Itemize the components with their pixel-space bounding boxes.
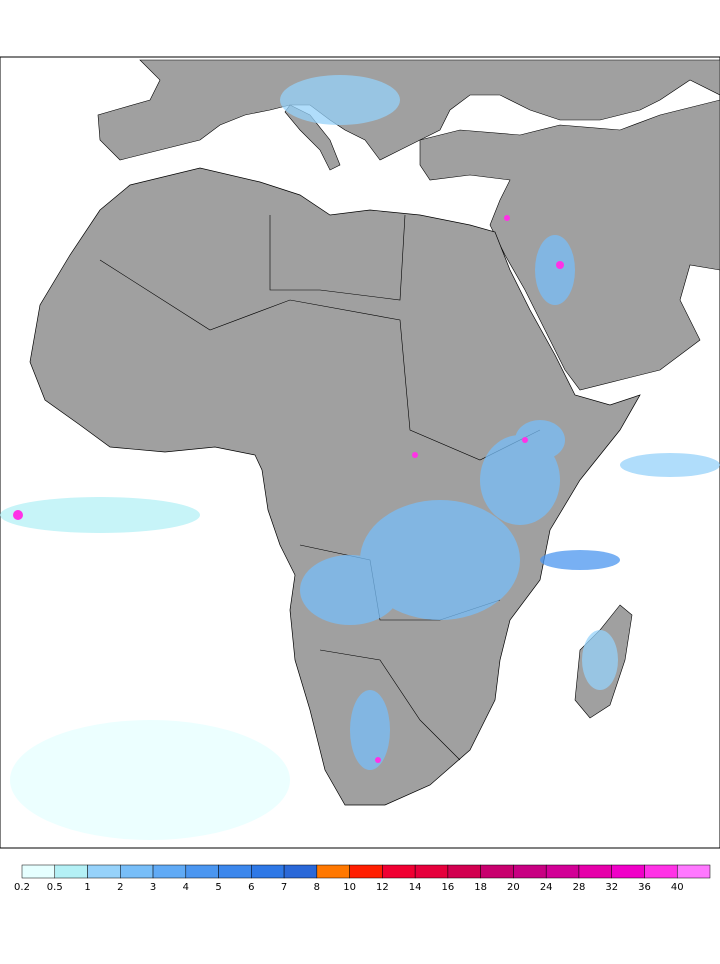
colorbar-swatch: [251, 864, 285, 879]
precipitation: [0, 75, 720, 840]
borders: [99, 214, 541, 761]
colorbar-label: 2: [117, 882, 123, 893]
colorbar-label: 14: [409, 882, 422, 893]
colorbar-label: 36: [638, 882, 651, 893]
land-asia: [419, 99, 720, 391]
colorbar-label: 12: [376, 882, 389, 893]
colorbar-label: 16: [442, 882, 455, 893]
colorbar-swatch: [611, 864, 645, 879]
precip-peaks: [13, 215, 564, 763]
colorbar-label: 40: [671, 882, 684, 893]
land-africa: [29, 167, 641, 806]
colorbar-swatch: [644, 864, 678, 879]
colorbar-swatch: [545, 864, 580, 879]
colorbar-label: 7: [281, 882, 287, 893]
colorbar-swatch: [480, 864, 514, 879]
colorbar-swatch: [382, 864, 416, 879]
colorbar-swatch: [676, 864, 711, 879]
colorbar-label: 8: [314, 882, 320, 893]
colorbar-swatch: [513, 864, 547, 879]
colorbar-swatch: [54, 864, 88, 879]
colorbar-swatch: [316, 864, 350, 879]
land-europe: [97, 59, 720, 161]
colorbar-swatch: [21, 864, 56, 879]
colorbar-swatch: [578, 864, 612, 879]
colorbar-swatch: [447, 864, 481, 879]
colorbar-swatch: [349, 864, 383, 879]
colorbar-swatch: [185, 864, 219, 879]
map: [0, 56, 720, 849]
colorbar-label: 0.2: [14, 882, 30, 893]
colorbar-label: 5: [215, 882, 221, 893]
colorbar-label: 28: [573, 882, 586, 893]
colorbar-swatch: [283, 864, 318, 879]
colorbar-swatch: [152, 864, 187, 879]
colorbar-label: 1: [84, 882, 90, 893]
colorbar-swatch: [120, 864, 154, 879]
colorbar-label: 20: [507, 882, 520, 893]
colorbar-swatch: [218, 864, 252, 879]
colorbar-label: 4: [183, 882, 189, 893]
colorbar-label: 3: [150, 882, 156, 893]
colorbar-label: 6: [248, 882, 254, 893]
colorbar-swatch: [87, 864, 121, 879]
colorbar: 0.2 0.5 1 2 3 4 5 6 7 8 10 12 14 16 18 20 24 28 32 36 40: [14, 864, 711, 893]
land-italy: [284, 104, 341, 171]
colorbar-label: 18: [474, 882, 487, 893]
colorbar-swatch: [414, 864, 449, 879]
colorbar-label: 0.5: [47, 882, 63, 893]
colorbar-label: 10: [343, 882, 356, 893]
colorbar-label: 32: [605, 882, 618, 893]
colorbar-label: 24: [540, 882, 553, 893]
